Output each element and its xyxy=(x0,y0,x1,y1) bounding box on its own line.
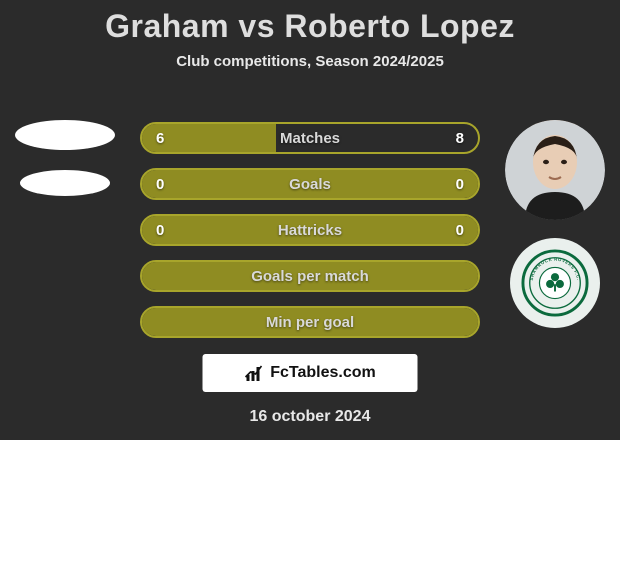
stat-label: Min per goal xyxy=(266,314,354,331)
stat-value-left: 0 xyxy=(156,222,164,239)
subtitle: Club competitions, Season 2024/2025 xyxy=(0,53,620,70)
player-avatar-icon xyxy=(505,120,605,220)
stat-row: 0 0 Goals xyxy=(140,168,480,200)
stat-row: Goals per match xyxy=(140,260,480,292)
date-text: 16 october 2024 xyxy=(0,408,620,426)
stat-value-right: 0 xyxy=(456,222,464,239)
stat-row: 0 0 Hattricks xyxy=(140,214,480,246)
placeholder-crest-icon xyxy=(20,170,110,196)
stat-label: Goals xyxy=(289,176,331,193)
fctables-logo: FcTables.com xyxy=(203,354,418,392)
logo-text: FcTables.com xyxy=(270,364,376,382)
comparison-card: Graham vs Roberto Lopez Club competition… xyxy=(0,0,620,440)
page-title: Graham vs Roberto Lopez xyxy=(0,0,620,45)
club-crest-icon: SHAMROCK ROVERS F.C. xyxy=(510,238,600,328)
stat-label: Hattricks xyxy=(278,222,342,239)
stat-value-left: 0 xyxy=(156,176,164,193)
left-avatar-column xyxy=(10,120,120,216)
right-avatar-column: SHAMROCK ROVERS F.C. xyxy=(500,120,610,328)
stat-value-right: 0 xyxy=(456,176,464,193)
placeholder-avatar-icon xyxy=(15,120,115,150)
stat-row: Min per goal xyxy=(140,306,480,338)
stat-value-left: 6 xyxy=(156,130,164,147)
stat-row: 6 8 Matches xyxy=(140,122,480,154)
bar-chart-icon xyxy=(244,363,266,383)
stat-label: Goals per match xyxy=(251,268,369,285)
stat-value-right: 8 xyxy=(456,130,464,147)
stats-container: 6 8 Matches 0 0 Goals 0 0 Hattricks Goals per mat… xyxy=(140,122,480,352)
stat-label: Matches xyxy=(280,130,340,147)
